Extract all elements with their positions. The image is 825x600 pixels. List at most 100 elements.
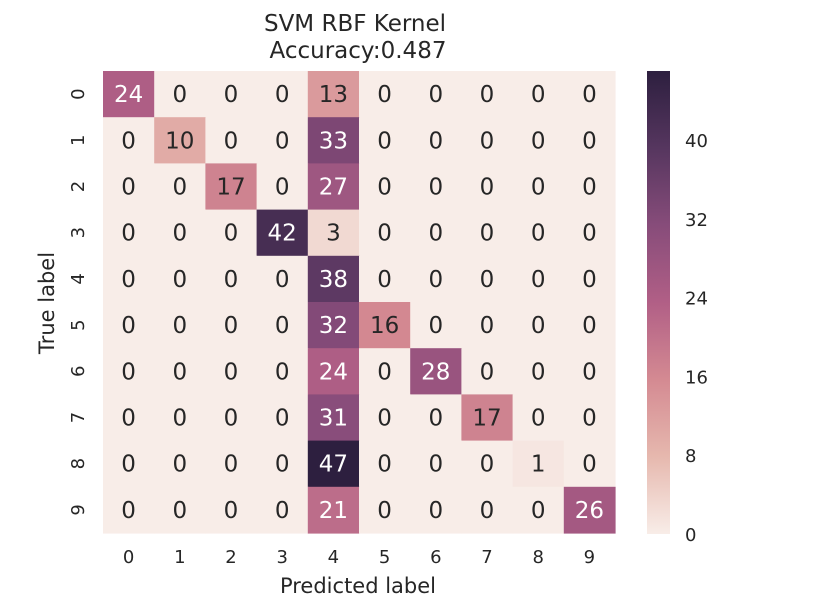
heatmap-cell xyxy=(410,209,462,257)
heatmap-cell xyxy=(307,71,360,118)
cell-value-label: 0 xyxy=(582,267,597,293)
cell-value-label: 0 xyxy=(275,359,290,385)
y-tick-label: 3 xyxy=(68,227,89,238)
heatmap-cell xyxy=(512,163,565,211)
cell-value-label: 0 xyxy=(480,128,495,154)
heatmap-cell xyxy=(307,117,360,164)
cell-value-label: 0 xyxy=(121,221,136,247)
heatmap-cell xyxy=(103,163,155,211)
x-tick-label: 0 xyxy=(123,547,134,568)
cell-value-label: 0 xyxy=(531,267,546,293)
y-tick-label: 8 xyxy=(68,458,89,469)
heatmap-cell xyxy=(103,302,155,349)
cell-value-label: 0 xyxy=(224,406,239,432)
heatmap-cell xyxy=(359,440,411,488)
heatmap-cell xyxy=(512,209,565,257)
heatmap-cell xyxy=(461,486,514,534)
cell-value-label: 0 xyxy=(224,359,239,385)
cell-value-label: 0 xyxy=(172,313,187,339)
heatmap-cell xyxy=(103,117,155,164)
cell-value-label: 10 xyxy=(165,128,194,154)
cell-value-label: 32 xyxy=(319,313,348,339)
cell-value-label: 0 xyxy=(224,128,239,154)
cell-value-label: 0 xyxy=(275,267,290,293)
cell-value-label: 0 xyxy=(531,128,546,154)
cell-value-label: 0 xyxy=(275,175,290,201)
cell-value-label: 0 xyxy=(172,498,187,524)
heatmap-cell xyxy=(410,117,462,164)
colorbar-tick-labels: 0 8 16 24 32 40 xyxy=(685,131,708,546)
heatmap-cell xyxy=(512,117,565,164)
heatmap-cell xyxy=(154,255,206,303)
chart-subtitle: Accuracy:0.487 xyxy=(270,38,447,64)
heatmap-cell xyxy=(563,348,616,395)
cell-value-label: 0 xyxy=(224,452,239,478)
heatmap-cell xyxy=(410,255,462,303)
heatmap-cell xyxy=(256,302,309,349)
cell-value-label: 0 xyxy=(224,498,239,524)
heatmap-cell xyxy=(103,440,155,488)
heatmap-cell xyxy=(359,117,411,164)
heatmap-cell xyxy=(359,348,411,395)
heatmap-cell xyxy=(359,163,411,211)
heatmap-cell xyxy=(154,302,206,349)
heatmap-cell xyxy=(307,255,360,303)
heatmap-cell xyxy=(410,302,462,349)
cell-value-label: 0 xyxy=(428,221,443,247)
heatmap-cell xyxy=(256,440,309,488)
cell-value-label: 0 xyxy=(480,175,495,201)
cell-value-label: 0 xyxy=(172,221,187,247)
cell-value-label: 0 xyxy=(428,498,443,524)
cell-value-label: 17 xyxy=(216,175,245,201)
cell-value-label: 0 xyxy=(377,359,392,385)
heatmap-cell xyxy=(256,117,309,164)
cell-value-label: 0 xyxy=(172,267,187,293)
cell-value-label: 0 xyxy=(480,359,495,385)
cell-value-label: 0 xyxy=(121,128,136,154)
heatmap-cell xyxy=(205,302,258,349)
cell-value-label: 0 xyxy=(377,82,392,108)
heatmap-cell xyxy=(103,394,155,442)
heatmap-cell xyxy=(461,440,514,488)
cell-value-label: 31 xyxy=(319,406,348,432)
cell-value-label: 38 xyxy=(319,267,348,293)
heatmap-cell xyxy=(307,302,360,349)
cell-value-label: 0 xyxy=(224,221,239,247)
heatmap-cell xyxy=(461,302,514,349)
heatmap-cell xyxy=(256,209,309,257)
heatmap-cell xyxy=(512,348,565,395)
heatmap-cell xyxy=(154,440,206,488)
heatmap-cell xyxy=(307,394,360,442)
cell-value-label: 3 xyxy=(326,221,341,247)
heatmap-cell xyxy=(205,163,258,211)
cell-value-label: 0 xyxy=(531,313,546,339)
colorbar-tick-label: 0 xyxy=(685,525,696,546)
heatmap-cell xyxy=(307,486,360,534)
cell-value-label: 0 xyxy=(582,359,597,385)
cell-value-label: 0 xyxy=(531,175,546,201)
heatmap-cell xyxy=(461,209,514,257)
heatmap-cell xyxy=(205,71,258,118)
heatmap-cell xyxy=(205,486,258,534)
x-tick-label: 3 xyxy=(276,547,287,568)
cell-value-label: 47 xyxy=(319,452,348,478)
y-tick-labels: 0 1 2 3 4 5 6 7 8 9 xyxy=(68,88,89,515)
cell-value-label: 0 xyxy=(224,267,239,293)
cell-value-label: 0 xyxy=(480,82,495,108)
cell-value-label: 0 xyxy=(121,267,136,293)
heatmap-cells xyxy=(103,71,616,534)
heatmap-cell xyxy=(410,486,462,534)
cell-value-label: 0 xyxy=(275,313,290,339)
colorbar xyxy=(647,71,670,534)
heatmap-cell xyxy=(307,348,360,395)
heatmap-cell xyxy=(512,71,565,118)
heatmap-cell xyxy=(563,255,616,303)
cell-value-label: 17 xyxy=(472,406,501,432)
cell-value-label: 0 xyxy=(172,82,187,108)
cell-value-label: 0 xyxy=(480,221,495,247)
cell-value-label: 0 xyxy=(275,452,290,478)
heatmap-cell xyxy=(154,163,206,211)
cell-value-label: 0 xyxy=(531,498,546,524)
cell-value-label: 0 xyxy=(531,359,546,385)
